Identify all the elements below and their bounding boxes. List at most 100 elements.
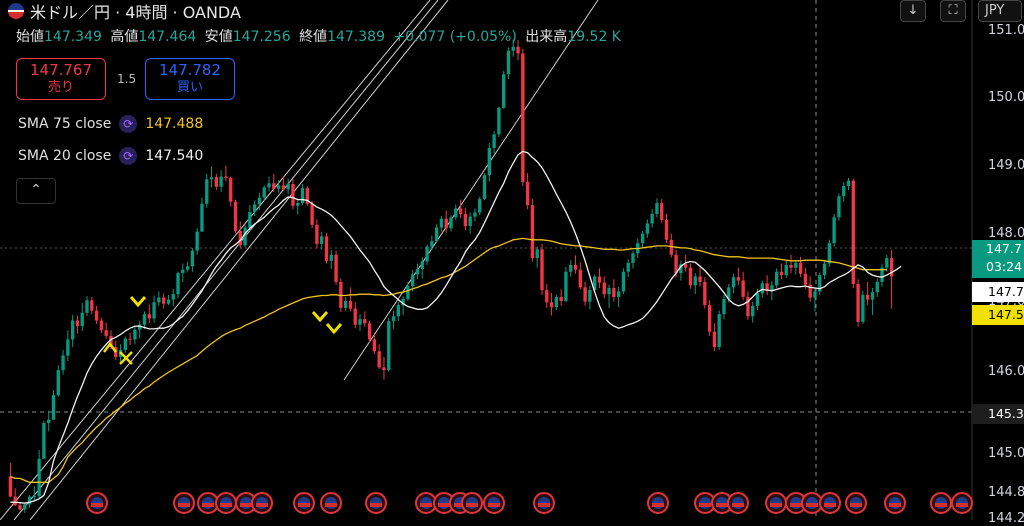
candle-body	[612, 288, 616, 297]
candle	[411, 269, 415, 292]
candle	[286, 178, 290, 195]
trendline	[343, 0, 599, 381]
candle	[233, 199, 238, 233]
candle-body	[406, 286, 410, 299]
candle	[875, 278, 879, 297]
event-flag-stripe	[790, 503, 802, 507]
candle-body	[329, 254, 333, 261]
candle-body	[712, 331, 717, 348]
candle-body	[540, 249, 544, 291]
candle	[85, 296, 89, 317]
chevron-up-icon[interactable]: ⌃	[16, 178, 56, 204]
candle	[736, 267, 741, 286]
candle	[856, 279, 860, 327]
candle-body	[784, 264, 788, 276]
signal-cross	[119, 351, 133, 365]
event-flag-stripe	[202, 503, 214, 507]
currency-selector[interactable]: JPY	[978, 0, 1022, 22]
candle-body	[185, 266, 190, 270]
candle-body	[688, 267, 693, 286]
candle	[712, 323, 717, 352]
buy-button[interactable]: 147.782 買い	[145, 58, 235, 100]
candle	[367, 320, 372, 343]
candle	[32, 486, 37, 501]
candle	[880, 264, 884, 287]
candle	[818, 272, 822, 295]
candle	[267, 176, 271, 192]
event-flag-stripe	[488, 503, 500, 507]
candle	[434, 224, 439, 243]
candle	[468, 212, 472, 234]
candle	[229, 176, 233, 207]
candle	[779, 263, 784, 280]
event-flag-stripe	[732, 503, 744, 507]
candle-body	[171, 294, 175, 300]
fullscreen-icon[interactable]: ⛶	[940, 0, 966, 22]
candle-body	[856, 283, 860, 322]
candle	[171, 288, 175, 307]
candle	[324, 232, 329, 264]
economic-event-flag-icon	[215, 492, 237, 514]
refresh-icon[interactable]: ⟳	[119, 147, 138, 165]
candle-body	[727, 287, 731, 299]
candle	[99, 317, 104, 334]
download-icon[interactable]: ↓	[900, 0, 926, 22]
economic-event-flag-icon	[320, 492, 342, 514]
candle-body	[861, 294, 865, 322]
candle-body	[391, 316, 396, 322]
event-flag-stripe	[91, 503, 103, 507]
candle-body	[779, 271, 784, 276]
candle	[889, 249, 894, 309]
candle-body	[736, 277, 741, 281]
indicator-sma20[interactable]: SMA 20 close ⟳ 147.540	[18, 147, 204, 165]
candle	[545, 283, 549, 308]
candle	[104, 322, 108, 339]
candle-body	[492, 134, 496, 148]
candle	[272, 173, 276, 193]
candle-body	[573, 264, 578, 270]
candle	[535, 246, 539, 268]
candle-body	[650, 213, 654, 224]
signal-chevron	[311, 311, 329, 323]
candle-body	[554, 296, 559, 308]
event-flag-stripe	[889, 503, 901, 507]
candle	[214, 173, 219, 191]
candle-body	[755, 293, 760, 306]
candle	[133, 325, 137, 345]
candle	[219, 170, 223, 193]
symbol-title[interactable]: 米ドル／円 · 4時間 · OANDA	[30, 3, 241, 22]
candle-body	[674, 254, 678, 274]
candle	[865, 281, 870, 306]
economic-event-flag-icon	[533, 492, 555, 514]
sma20-line	[10, 150, 902, 504]
candle	[353, 302, 357, 329]
sell-button[interactable]: 147.767 売り	[16, 58, 106, 100]
candle-body	[497, 107, 501, 135]
candle-body	[741, 280, 745, 297]
candle-body	[760, 283, 764, 294]
candle-body	[411, 274, 415, 286]
candle-body	[80, 312, 84, 327]
event-flag-stripe	[420, 503, 432, 507]
candle	[70, 314, 75, 348]
candle-body	[13, 496, 17, 506]
event-flag-stripe	[850, 503, 862, 507]
economic-event-flag-icon	[711, 492, 733, 514]
candle	[870, 288, 875, 315]
candle-body	[291, 184, 295, 206]
candle-body	[818, 275, 822, 292]
candle-body	[746, 296, 750, 317]
candle	[238, 221, 242, 249]
event-flag-stripe	[454, 503, 466, 507]
candle-body	[660, 203, 664, 221]
candle-body	[559, 296, 563, 301]
candle	[262, 185, 266, 201]
candle-body	[774, 271, 779, 286]
trendline	[0, 0, 431, 520]
refresh-icon[interactable]: ⟳	[119, 115, 138, 133]
candle	[722, 294, 726, 320]
candle	[521, 48, 525, 187]
candle-body	[315, 224, 319, 244]
indicator-sma75[interactable]: SMA 75 close ⟳ 147.488	[18, 115, 204, 133]
